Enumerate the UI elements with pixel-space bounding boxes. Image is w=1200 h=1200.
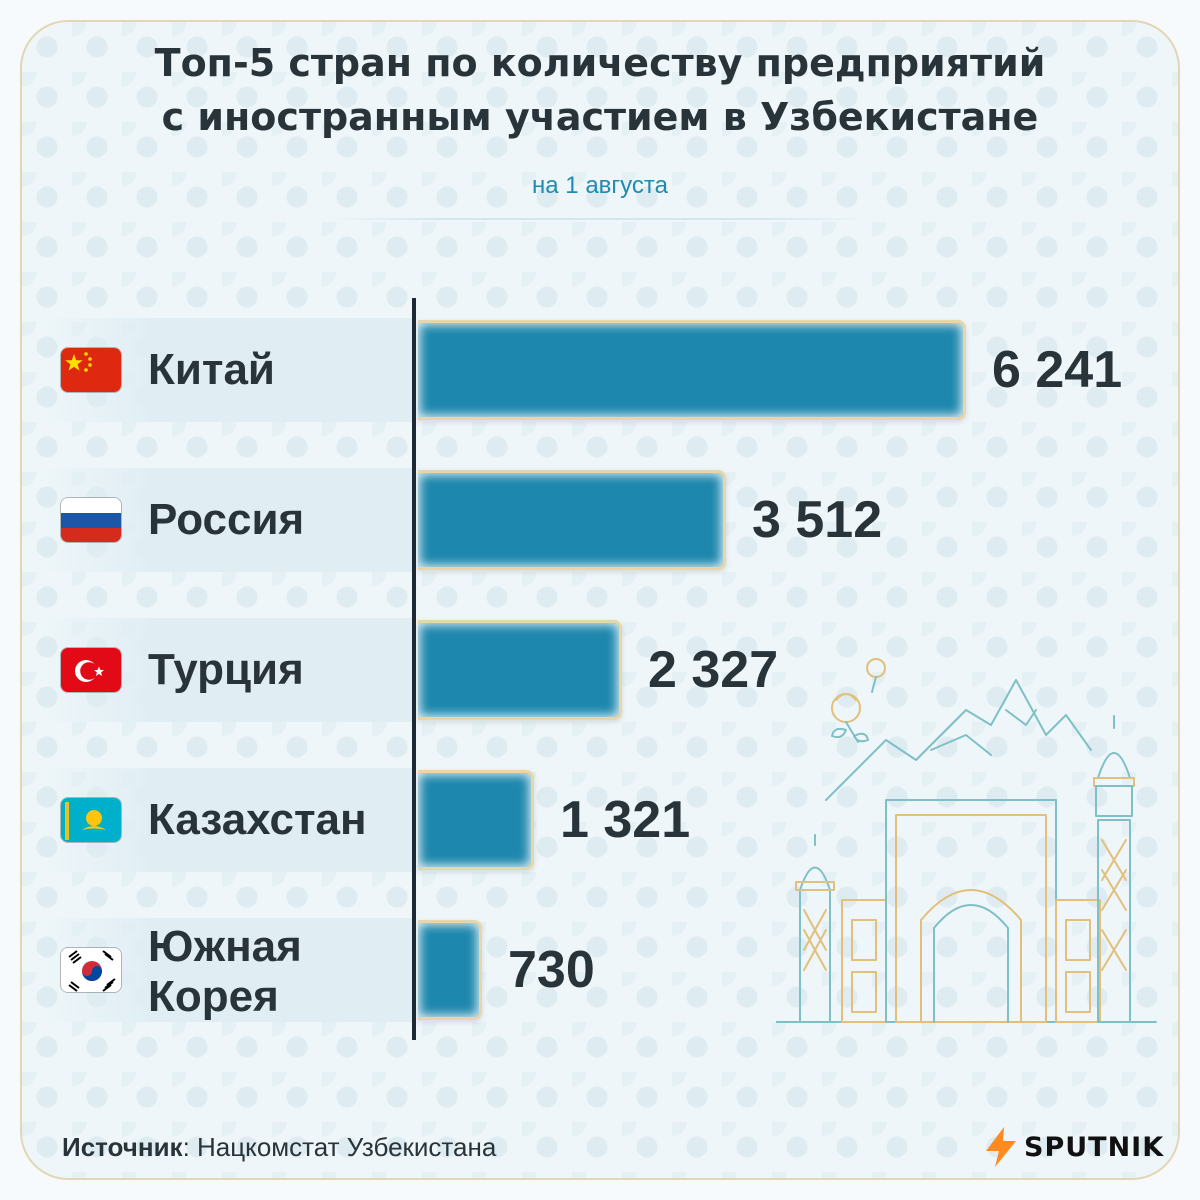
source-label: Источник <box>62 1132 183 1162</box>
country-label-south-korea-line-2: Корея <box>148 972 279 1021</box>
country-label-russia: Россия <box>148 495 305 544</box>
madrasa-illustration <box>776 658 1157 1023</box>
value-label-kazakhstan: 1 321 <box>560 791 691 849</box>
title-divider <box>330 218 870 220</box>
country-label-turkey: Турция <box>148 645 304 694</box>
source-text: : Нацкомстат Узбекистана <box>182 1132 497 1162</box>
country-label-south-korea: Южная Корея <box>148 922 408 1022</box>
south-korea-flag-icon <box>60 947 122 993</box>
country-label-south-korea-line-1: Южная <box>148 922 302 971</box>
russia-flag-icon <box>60 497 122 543</box>
bar-kazakhstan <box>418 770 534 870</box>
china-flag-icon <box>60 347 122 393</box>
value-label-china: 6 241 <box>992 341 1123 399</box>
value-label-turkey: 2 327 <box>648 641 779 699</box>
kazakhstan-flag-icon <box>60 797 122 843</box>
bar-turkey <box>418 620 622 720</box>
chart-title-line-2: с иностранным участием в Узбекистане <box>161 95 1039 139</box>
sputnik-logo-icon <box>986 1127 1016 1167</box>
chart-title-line-1: Топ-5 стран по количеству предприятий <box>154 41 1046 85</box>
y-axis-line <box>412 298 416 1040</box>
chart-title: Топ-5 стран по количеству предприятий с … <box>0 36 1200 144</box>
bar-china <box>418 320 966 420</box>
country-label-china: Китай <box>148 345 275 394</box>
turkey-flag-icon <box>60 647 122 693</box>
sputnik-logo-text: SPUTNIK <box>1024 1131 1165 1163</box>
sputnik-logo: SPUTNIK <box>984 1127 1164 1167</box>
value-label-south-korea: 730 <box>508 941 595 999</box>
chart-subtitle: на 1 августа <box>532 172 668 199</box>
source-note: Источник: Нацкомстат Узбекистана <box>62 1132 496 1163</box>
bar-south-korea <box>418 920 482 1020</box>
bar-russia <box>418 470 726 570</box>
country-label-kazakhstan: Казахстан <box>148 795 367 844</box>
value-label-russia: 3 512 <box>752 491 883 549</box>
